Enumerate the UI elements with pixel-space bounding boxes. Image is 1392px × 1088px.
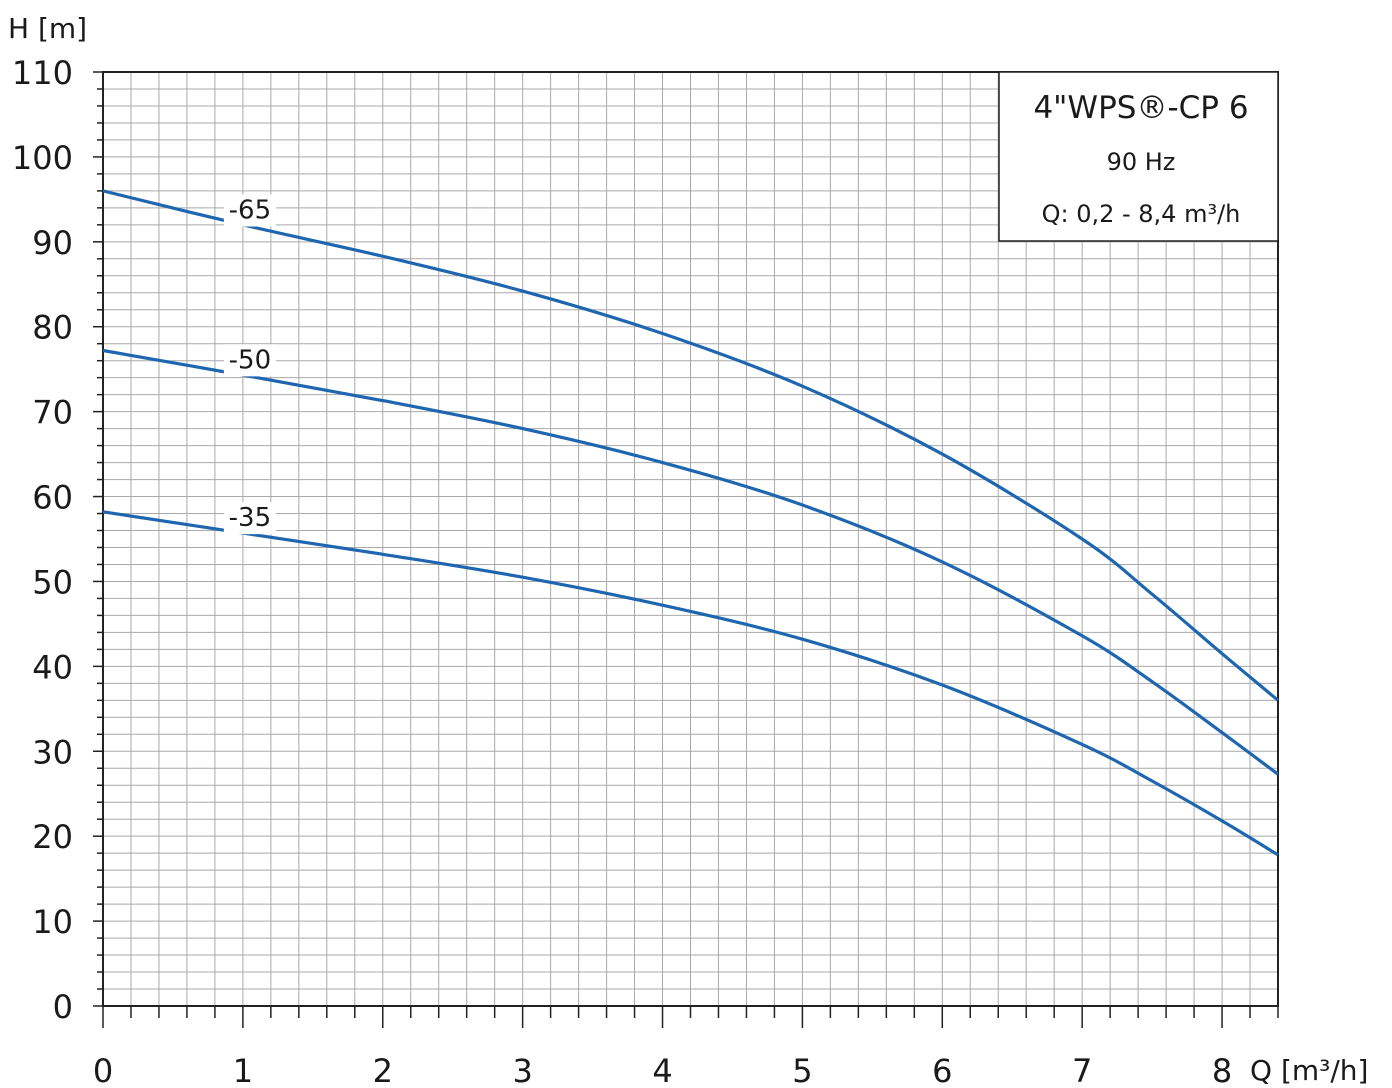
x-tick-label: 7 [1072, 1052, 1092, 1088]
x-tick-label: 0 [93, 1052, 113, 1088]
series-label: -35 [229, 503, 271, 533]
y-tick-label: 0 [53, 988, 73, 1026]
series-line-minus65 [102, 189, 1280, 702]
y-tick-label: 50 [32, 563, 73, 601]
x-tick-label: 5 [792, 1052, 812, 1088]
legend-title: 4"WPS®-CP 6 [1033, 90, 1248, 126]
y-tick-label: 30 [32, 733, 73, 771]
series-label-bg [223, 344, 276, 377]
y-tick-label: 110 [12, 54, 73, 92]
axis-labels: H [m] Q [m³/h] [8, 12, 1368, 1087]
y-tick-label: 60 [32, 479, 73, 517]
series-lines: -65 -50 -35 [102, 189, 1280, 857]
y-tick-label: 40 [32, 648, 73, 686]
legend-frequency: 90 Hz [1107, 148, 1176, 176]
series-label-bg [223, 194, 276, 227]
legend-frame [998, 71, 1279, 242]
y-tick-label: 90 [32, 224, 73, 262]
x-tick-label: 8 [1212, 1052, 1232, 1088]
series-label-bg [223, 502, 276, 535]
x-axis-label: Q [m³/h] [1250, 1054, 1368, 1087]
x-tick-label: 2 [373, 1052, 393, 1088]
x-tick-label: 6 [932, 1052, 952, 1088]
y-tick-label: 70 [32, 394, 73, 432]
series-label: -50 [229, 345, 271, 375]
series-line-minus35 [102, 510, 1279, 857]
x-tick-label: 4 [652, 1052, 672, 1088]
y-tick-label: 100 [12, 139, 73, 177]
series-line-minus50 [102, 348, 1279, 776]
legend-flow-range: Q: 0,2 - 8,4 m³/h [1042, 200, 1241, 228]
x-tick-label: 1 [233, 1052, 253, 1088]
y-tick-label: 10 [32, 903, 73, 941]
legend-box: 4"WPS®-CP 6 90 Hz Q: 0,2 - 8,4 m³/h [998, 71, 1279, 242]
y-axis-label: H [m] [8, 12, 87, 45]
series-label: -65 [229, 196, 271, 226]
x-tick-label: 3 [512, 1052, 532, 1088]
y-tick-label: 80 [32, 309, 73, 347]
y-tick-label: 20 [32, 818, 73, 856]
